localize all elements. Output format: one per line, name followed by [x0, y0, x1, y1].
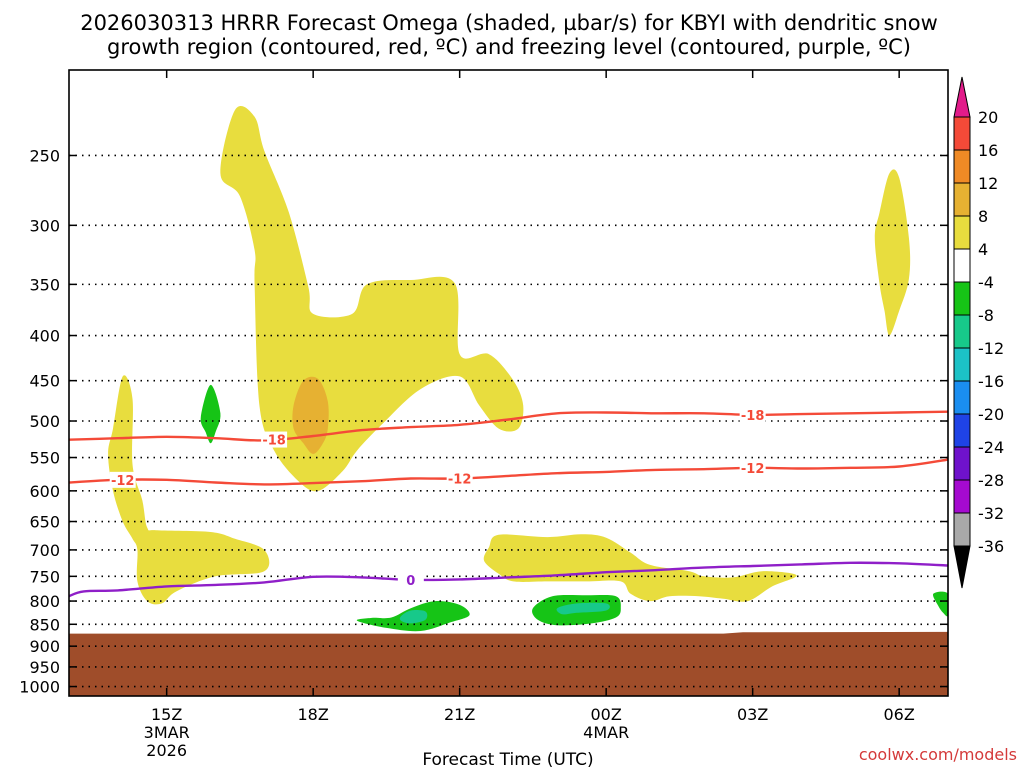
colorbar-segment [953, 182, 971, 217]
colorbar: 20 16 12 8 4 -4 -8 -12 -16 -20 -24 -28 -32 -36 [953, 76, 1004, 589]
contour-dgz-minus12 [69, 458, 948, 486]
omega-region-upper-right [874, 169, 911, 336]
contour-label-dgz-minus18: -18 [262, 434, 286, 449]
y-tick-label: 350 [29, 275, 60, 294]
y-tick-label: 750 [29, 567, 60, 586]
contour-label-bg [739, 406, 766, 423]
contour-label-bg [261, 431, 288, 448]
x-tick-date-label: 4MAR [583, 723, 629, 742]
y-tick-label: 250 [29, 146, 60, 165]
colorbar-label: 4 [978, 240, 988, 259]
colorbar-bottom-arrow [953, 545, 971, 589]
x-tick-date-label: 3MAR [144, 723, 190, 742]
contour-label-bg [446, 470, 473, 487]
colorbar-label: 12 [978, 174, 998, 193]
contour-label-dgz-minus12: -12 [741, 462, 765, 477]
chart-title-line1: 2026030313 HRRR Forecast Omega (shaded, … [80, 11, 938, 35]
colorbar-segment [953, 248, 971, 283]
omega-region-teal-b [556, 602, 610, 615]
colorbar-segment [953, 512, 971, 547]
colorbar-segment [953, 281, 971, 316]
colorbar-label: -36 [978, 537, 1004, 556]
colorbar-segment [953, 215, 971, 250]
x-tick-label: 21Z [444, 705, 475, 724]
y-tick-label: 900 [29, 637, 60, 656]
contour-label-bg [397, 571, 424, 588]
contour-label-bg [109, 471, 136, 488]
colorbar-segment [953, 149, 971, 184]
colorbar-segment [953, 314, 971, 349]
y-tick-label: 850 [29, 615, 60, 634]
contour-dgz-minus18 [69, 410, 948, 442]
x-tick-label: 00Z [591, 705, 622, 724]
contour-label-dgz-minus12: -12 [448, 473, 472, 488]
y-tick-label: 700 [29, 541, 60, 560]
omega-region-green-small [200, 384, 221, 444]
colorbar-top-arrow [953, 76, 971, 118]
x-axis-label: Forecast Time (UTC) [422, 750, 593, 768]
plot-frame [68, 69, 949, 697]
y-tick-label: 500 [29, 412, 60, 431]
y-tick-label: 650 [29, 513, 60, 532]
colorbar-label: 20 [978, 108, 998, 127]
contour-label-dgz-minus12: -12 [111, 474, 135, 489]
x-tick-label: 15Z [151, 705, 182, 724]
colorbar-segment [953, 380, 971, 415]
colorbar-label: -24 [978, 438, 1004, 457]
contour-label-freezing-level: 0 [406, 574, 415, 589]
x-tick-label: 18Z [298, 705, 329, 724]
x-tick-year-label: 2026 [146, 741, 187, 760]
colorbar-label: -12 [978, 339, 1004, 358]
terrain-fill [69, 631, 948, 696]
omega-region-low-left [108, 375, 270, 605]
contour-freezing-level [69, 561, 948, 598]
y-tick-label: 1000 [19, 678, 60, 697]
y-tick-label: 600 [29, 482, 60, 501]
omega-region-upper-plume [220, 105, 524, 492]
omega-region-green-edge [932, 591, 948, 617]
x-tick-label: 03Z [737, 705, 768, 724]
y-tick-label: 450 [29, 372, 60, 391]
colorbar-label: 8 [978, 207, 988, 226]
colorbar-label: -4 [978, 273, 994, 292]
colorbar-label: 16 [978, 141, 998, 160]
colorbar-segment [953, 446, 971, 481]
y-tick-label: 550 [29, 449, 60, 468]
omega-region-low-mid [483, 534, 797, 602]
plot-clip-group: -18 -18 -12 -12 -12 0 [69, 105, 948, 696]
y-tick-label: 950 [29, 658, 60, 677]
contour-label-bg [739, 459, 766, 476]
omega-region-teal-a [399, 610, 428, 624]
colorbar-segment [953, 116, 971, 151]
y-tick-label: 800 [29, 592, 60, 611]
y-tick-label: 300 [29, 216, 60, 235]
y-tick-label: 400 [29, 327, 60, 346]
contour-label-dgz-minus18: -18 [741, 409, 765, 424]
colorbar-label: -20 [978, 405, 1004, 424]
colorbar-label: -28 [978, 471, 1004, 490]
chart-title-line2: growth region (contoured, red, ºC) and f… [107, 35, 911, 59]
colorbar-segment [953, 479, 971, 514]
colorbar-segment [953, 413, 971, 448]
colorbar-label: -32 [978, 504, 1004, 523]
plot-area: -18 -18 -12 -12 -12 0 [68, 69, 949, 697]
colorbar-segment [953, 347, 971, 382]
credit-link[interactable]: coolwx.com/models [859, 745, 1017, 764]
x-tick-label: 06Z [884, 705, 915, 724]
axes: 250 300 350 400 450 500 550 600 650 700 750 800 850 9… [19, 70, 948, 760]
colorbar-label: -8 [978, 306, 994, 325]
colorbar-label: -16 [978, 372, 1004, 391]
